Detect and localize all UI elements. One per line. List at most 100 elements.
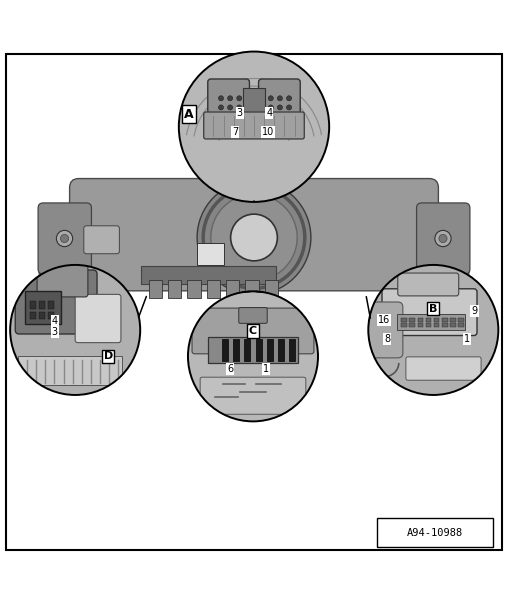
FancyBboxPatch shape: [30, 301, 36, 309]
Text: 4: 4: [266, 108, 272, 118]
FancyBboxPatch shape: [442, 318, 448, 323]
Text: 3: 3: [52, 327, 58, 338]
FancyBboxPatch shape: [450, 318, 456, 323]
FancyBboxPatch shape: [204, 112, 304, 139]
FancyBboxPatch shape: [75, 294, 121, 342]
Circle shape: [218, 105, 224, 110]
FancyBboxPatch shape: [458, 323, 464, 327]
Circle shape: [60, 234, 69, 243]
FancyBboxPatch shape: [450, 323, 456, 327]
FancyBboxPatch shape: [200, 377, 306, 414]
Circle shape: [277, 96, 282, 101]
Text: 6: 6: [227, 364, 233, 374]
Text: 1: 1: [263, 364, 269, 374]
FancyBboxPatch shape: [226, 280, 239, 298]
Circle shape: [179, 51, 329, 202]
Text: A: A: [184, 108, 194, 121]
Circle shape: [268, 105, 273, 110]
Text: C: C: [249, 326, 257, 336]
FancyBboxPatch shape: [168, 280, 181, 298]
FancyBboxPatch shape: [434, 318, 439, 323]
FancyBboxPatch shape: [187, 280, 201, 298]
FancyBboxPatch shape: [141, 266, 276, 284]
Bar: [255, 180, 258, 187]
FancyBboxPatch shape: [401, 318, 407, 323]
FancyBboxPatch shape: [25, 291, 61, 324]
Text: 16: 16: [378, 315, 390, 325]
FancyBboxPatch shape: [18, 356, 122, 385]
FancyBboxPatch shape: [244, 339, 250, 361]
FancyBboxPatch shape: [418, 318, 423, 323]
FancyBboxPatch shape: [367, 302, 403, 358]
Text: 7: 7: [232, 127, 238, 137]
FancyBboxPatch shape: [179, 51, 329, 202]
FancyBboxPatch shape: [289, 339, 295, 361]
FancyBboxPatch shape: [265, 280, 278, 298]
Text: D: D: [104, 352, 113, 361]
Bar: [240, 180, 242, 187]
Bar: [245, 180, 247, 187]
FancyBboxPatch shape: [278, 339, 284, 361]
Bar: [250, 180, 252, 187]
FancyBboxPatch shape: [39, 301, 45, 309]
FancyBboxPatch shape: [197, 243, 224, 265]
FancyBboxPatch shape: [259, 79, 300, 121]
Text: A94-10988: A94-10988: [407, 528, 463, 538]
Circle shape: [197, 181, 311, 294]
FancyBboxPatch shape: [398, 273, 459, 296]
FancyBboxPatch shape: [39, 312, 45, 320]
FancyBboxPatch shape: [442, 323, 448, 327]
FancyBboxPatch shape: [207, 280, 220, 298]
FancyBboxPatch shape: [48, 301, 54, 309]
FancyBboxPatch shape: [84, 226, 119, 254]
Text: 1: 1: [464, 333, 470, 344]
Text: 4: 4: [52, 316, 58, 326]
Text: 10: 10: [262, 127, 274, 137]
FancyBboxPatch shape: [397, 313, 465, 330]
FancyBboxPatch shape: [406, 357, 481, 381]
Circle shape: [218, 96, 224, 101]
Circle shape: [231, 214, 277, 261]
FancyBboxPatch shape: [39, 257, 103, 311]
FancyBboxPatch shape: [233, 172, 275, 190]
FancyBboxPatch shape: [208, 79, 249, 121]
FancyBboxPatch shape: [409, 323, 415, 327]
FancyBboxPatch shape: [458, 318, 464, 323]
FancyBboxPatch shape: [409, 318, 415, 323]
Circle shape: [287, 105, 292, 110]
FancyBboxPatch shape: [188, 291, 318, 422]
FancyBboxPatch shape: [6, 54, 502, 550]
FancyBboxPatch shape: [239, 307, 267, 323]
FancyBboxPatch shape: [417, 203, 470, 274]
FancyBboxPatch shape: [37, 264, 88, 297]
Circle shape: [277, 105, 282, 110]
Text: 9: 9: [471, 306, 478, 316]
Circle shape: [237, 105, 242, 110]
Circle shape: [10, 265, 140, 395]
Circle shape: [211, 194, 297, 281]
FancyBboxPatch shape: [245, 280, 259, 298]
FancyBboxPatch shape: [426, 318, 431, 323]
FancyBboxPatch shape: [15, 270, 97, 334]
FancyBboxPatch shape: [10, 265, 140, 395]
Text: B: B: [429, 304, 437, 313]
FancyBboxPatch shape: [222, 339, 228, 361]
FancyBboxPatch shape: [243, 88, 265, 112]
FancyBboxPatch shape: [48, 312, 54, 320]
FancyBboxPatch shape: [377, 518, 493, 547]
FancyBboxPatch shape: [426, 323, 431, 327]
FancyBboxPatch shape: [418, 323, 423, 327]
FancyBboxPatch shape: [434, 323, 439, 327]
FancyBboxPatch shape: [192, 308, 314, 354]
Text: 3: 3: [237, 108, 243, 118]
FancyBboxPatch shape: [149, 280, 162, 298]
FancyBboxPatch shape: [30, 312, 36, 320]
FancyBboxPatch shape: [267, 339, 273, 361]
Bar: [260, 180, 263, 187]
Circle shape: [237, 96, 242, 101]
Circle shape: [268, 96, 273, 101]
Circle shape: [56, 230, 73, 246]
FancyBboxPatch shape: [382, 289, 477, 336]
FancyBboxPatch shape: [368, 265, 498, 395]
Circle shape: [435, 230, 451, 246]
